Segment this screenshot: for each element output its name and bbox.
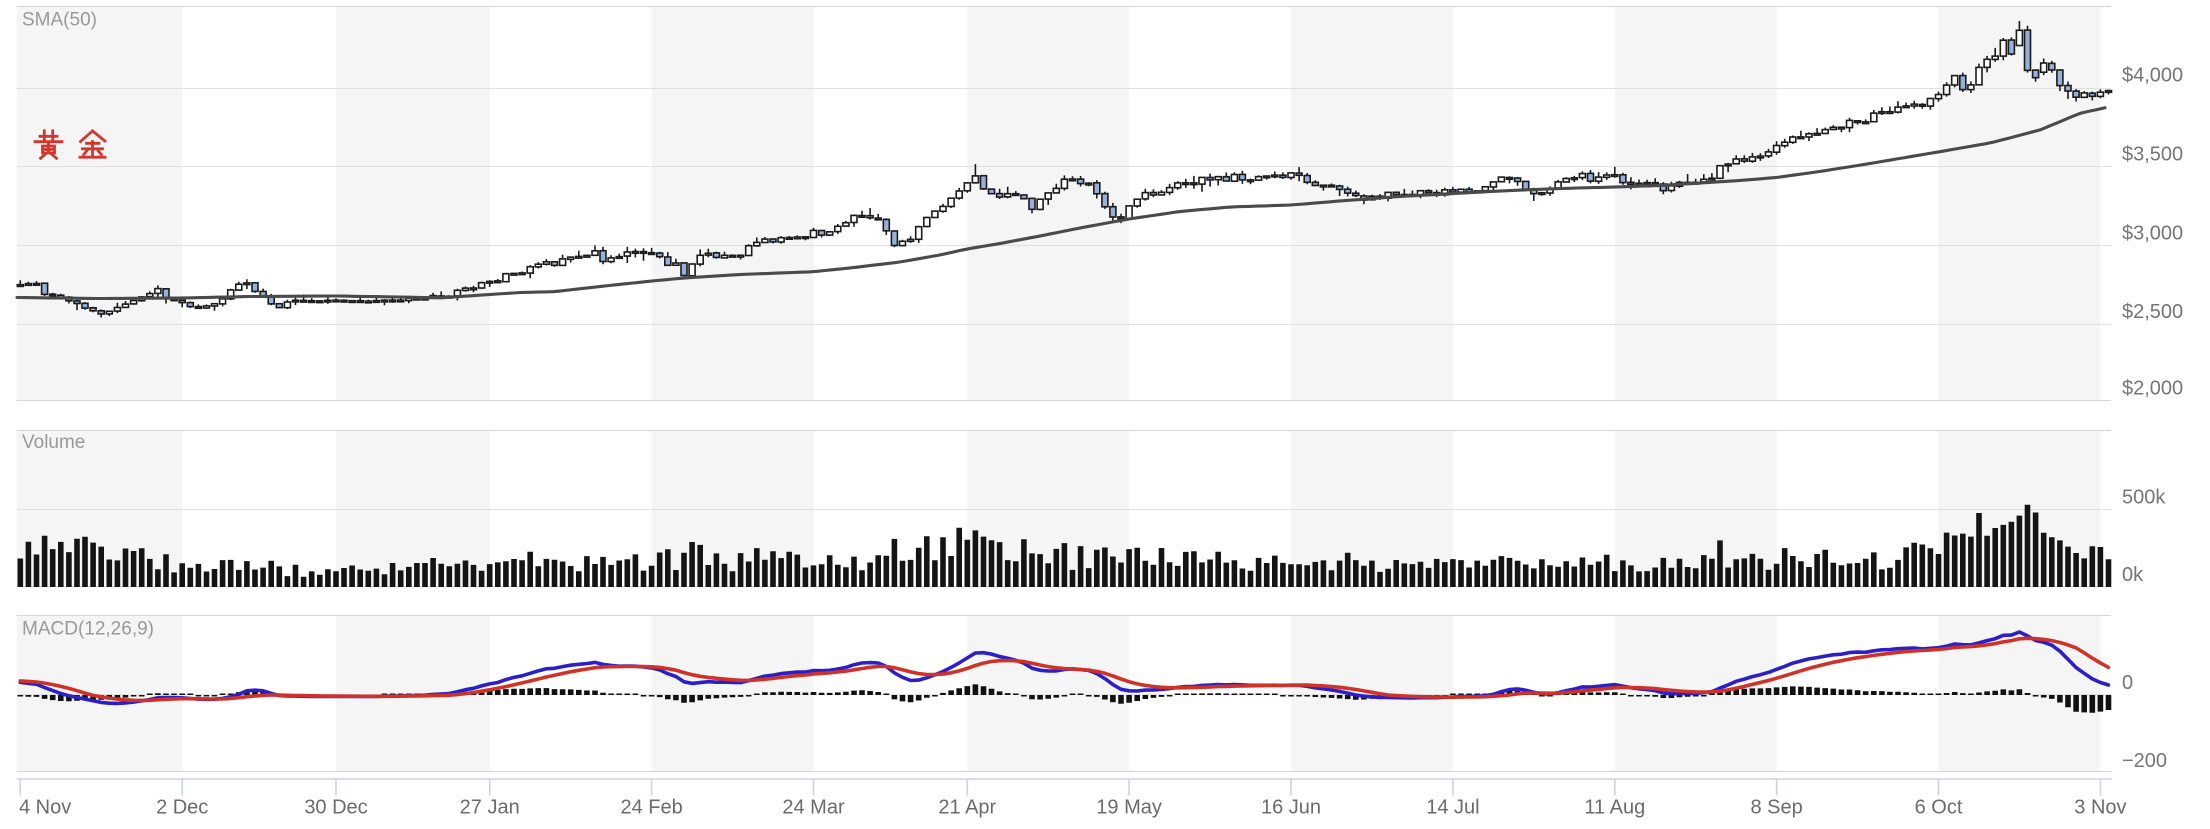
svg-text:$2,500: $2,500 bbox=[2122, 301, 2183, 323]
svg-text:30 Dec: 30 Dec bbox=[304, 797, 367, 819]
svg-text:19 May: 19 May bbox=[1096, 797, 1162, 819]
svg-text:500k: 500k bbox=[2122, 486, 2166, 508]
svg-text:6 Oct: 6 Oct bbox=[1915, 797, 1963, 819]
svg-text:14 Jul: 14 Jul bbox=[1426, 797, 1479, 819]
svg-text:$4,000: $4,000 bbox=[2122, 65, 2183, 87]
svg-text:$3,500: $3,500 bbox=[2122, 144, 2183, 166]
svg-text:$2,000: $2,000 bbox=[2122, 378, 2183, 400]
svg-text:11 Aug: 11 Aug bbox=[1584, 797, 1645, 819]
svg-text:24 Mar: 24 Mar bbox=[782, 797, 845, 819]
svg-text:MACD(12,26,9): MACD(12,26,9) bbox=[22, 619, 154, 640]
svg-text:0: 0 bbox=[2122, 672, 2133, 694]
svg-text:21 Apr: 21 Apr bbox=[938, 797, 996, 819]
svg-text:8 Sep: 8 Sep bbox=[1750, 797, 1802, 819]
svg-text:Volume: Volume bbox=[22, 432, 85, 453]
svg-text:0k: 0k bbox=[2122, 564, 2144, 586]
svg-text:4 Nov: 4 Nov bbox=[19, 797, 71, 819]
svg-text:3 Nov: 3 Nov bbox=[2074, 797, 2126, 819]
svg-text:24 Feb: 24 Feb bbox=[620, 797, 682, 819]
svg-text:2 Dec: 2 Dec bbox=[156, 797, 208, 819]
svg-text:−200: −200 bbox=[2122, 750, 2167, 772]
svg-text:SMA(50): SMA(50) bbox=[22, 10, 97, 31]
svg-text:16 Jun: 16 Jun bbox=[1261, 797, 1321, 819]
svg-text:27 Jan: 27 Jan bbox=[460, 797, 520, 819]
svg-text:$3,000: $3,000 bbox=[2122, 222, 2183, 244]
